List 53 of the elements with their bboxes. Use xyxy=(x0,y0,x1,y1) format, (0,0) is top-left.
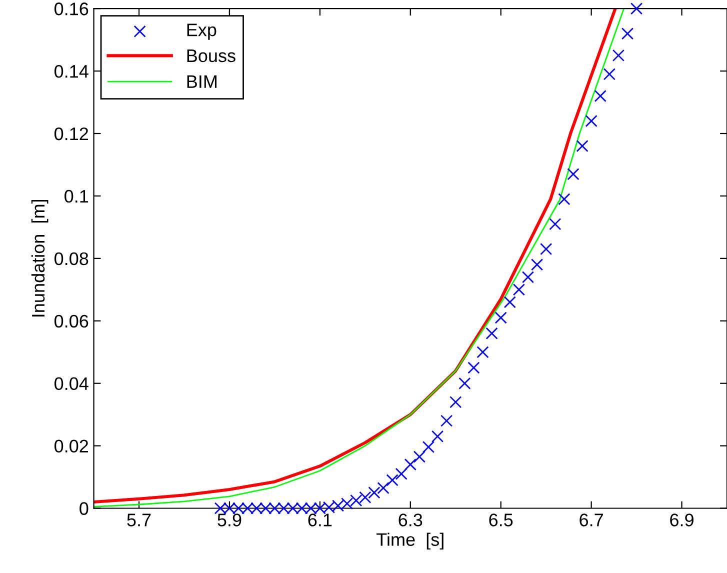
point xyxy=(558,193,570,206)
point xyxy=(395,468,408,480)
point xyxy=(404,458,416,471)
point xyxy=(486,327,498,340)
y-tick-label: 0.04 xyxy=(54,377,88,390)
point xyxy=(603,68,616,80)
x-tick-label: 5.9 xyxy=(218,514,242,526)
point xyxy=(413,450,426,463)
point xyxy=(549,218,562,230)
point xyxy=(386,474,398,486)
x-tick-label: 6.3 xyxy=(398,514,422,526)
point xyxy=(522,271,534,284)
legend-label: Exp xyxy=(187,24,216,40)
point xyxy=(468,362,480,374)
point xyxy=(530,258,544,271)
point xyxy=(431,430,444,442)
point xyxy=(576,140,588,152)
point xyxy=(422,440,435,454)
point xyxy=(494,312,507,324)
y-tick-label: 0.14 xyxy=(54,64,88,78)
point xyxy=(476,346,489,358)
legend-label: BIM xyxy=(187,75,216,88)
point xyxy=(630,2,643,15)
y-axis-title: Inundation [m] xyxy=(31,200,48,316)
point xyxy=(458,377,471,390)
x-tick-label: 6.1 xyxy=(308,514,332,526)
point xyxy=(359,491,372,504)
point xyxy=(612,49,625,62)
point xyxy=(567,168,580,180)
point xyxy=(368,486,380,499)
point xyxy=(350,494,362,507)
legend-label: Bouss xyxy=(187,50,236,62)
x-tick-label: 6.7 xyxy=(580,514,603,526)
x-tick-label: 5.7 xyxy=(127,514,151,526)
point xyxy=(540,242,552,256)
y-tick-label: 0.02 xyxy=(54,440,88,453)
point xyxy=(512,284,526,296)
y-tick-label: 0 xyxy=(80,502,88,515)
x-tick-label: 6.9 xyxy=(670,514,694,526)
point xyxy=(621,28,634,40)
x-axis-title: Time [s] xyxy=(376,532,444,550)
y-tick-label: 0.16 xyxy=(54,2,88,16)
point xyxy=(585,114,598,128)
point xyxy=(450,396,462,408)
y-tick-label: 0.1 xyxy=(64,190,88,203)
point xyxy=(504,296,516,308)
point xyxy=(594,90,606,102)
x-tick-label: 6.5 xyxy=(489,514,513,526)
y-tick-label: 0.06 xyxy=(54,314,88,328)
y-tick-label: 0.08 xyxy=(54,252,88,266)
point xyxy=(440,414,453,427)
y-tick-label: 0.12 xyxy=(54,127,88,140)
point xyxy=(377,482,390,494)
